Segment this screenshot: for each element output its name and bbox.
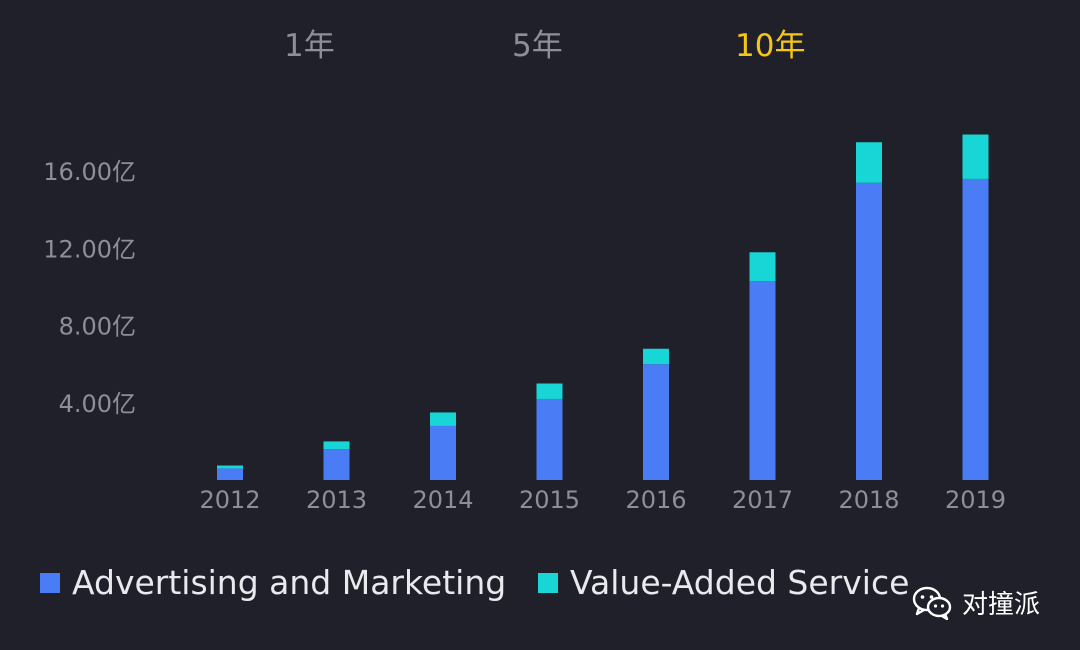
x-tick-label: 2015 <box>519 486 580 514</box>
legend-label-advertising: Advertising and Marketing <box>72 563 507 602</box>
bar-value-added-2017[interactable] <box>749 252 776 282</box>
bar-advertising-2017[interactable] <box>749 281 776 480</box>
value-added-swatch-icon <box>538 572 558 593</box>
legend-item-advertising[interactable]: Advertising and Marketing <box>40 563 506 602</box>
legend-label-value-added: Value-Added Service <box>570 563 910 602</box>
x-tick-label: 2012 <box>199 486 260 514</box>
y-tick-label: 12.00亿 <box>43 235 136 263</box>
revenue-bar-chart: 4.00亿 8.00亿 12.00亿 16.00亿 2012 2013 2014 2015 2… <box>43 134 1006 514</box>
period-tabs: 1年 5年 10年 <box>0 20 1080 70</box>
bar-advertising-2015[interactable] <box>536 398 563 480</box>
bar-advertising-2014[interactable] <box>430 425 456 480</box>
x-tick-label: 2014 <box>412 486 473 514</box>
x-tick-label: 2013 <box>306 486 367 514</box>
tab-10-years[interactable]: 10年 <box>735 28 806 64</box>
bar-value-added-2014[interactable] <box>430 412 456 426</box>
bar-advertising-2013[interactable] <box>323 449 350 480</box>
x-tick-label: 2018 <box>838 486 899 514</box>
legend-item-value-added[interactable]: Value-Added Service <box>538 563 909 602</box>
tab-1-year[interactable]: 1年 <box>284 28 335 64</box>
chart-legend: Advertising and Marketing Value-Added Se… <box>0 563 1080 613</box>
bar-value-added-2019[interactable] <box>962 134 989 179</box>
bar-value-added-2018[interactable] <box>856 142 882 183</box>
bar-value-added-2016[interactable] <box>643 348 669 365</box>
y-tick-label: 16.00亿 <box>43 158 136 186</box>
bar-value-added-2015[interactable] <box>536 383 563 399</box>
y-tick-label: 8.00亿 <box>59 313 136 341</box>
watermark-text: 对撞派 <box>962 590 1041 620</box>
bar-advertising-2019[interactable] <box>962 178 989 481</box>
bar-advertising-2018[interactable] <box>856 182 882 480</box>
wechat-icon <box>912 586 952 620</box>
advertising-swatch-icon <box>40 572 60 593</box>
x-tick-label: 2019 <box>945 486 1006 514</box>
x-tick-label: 2017 <box>732 486 793 514</box>
x-tick-label: 2016 <box>625 486 686 514</box>
bar-advertising-2016[interactable] <box>643 364 669 480</box>
bar-value-added-2012[interactable] <box>217 465 243 469</box>
tab-5-years[interactable]: 5年 <box>512 28 563 64</box>
watermark: 对撞派 <box>912 584 1040 621</box>
bar-value-added-2013[interactable] <box>323 441 350 450</box>
bar-advertising-2012[interactable] <box>217 468 243 480</box>
y-tick-label: 4.00亿 <box>59 390 136 418</box>
